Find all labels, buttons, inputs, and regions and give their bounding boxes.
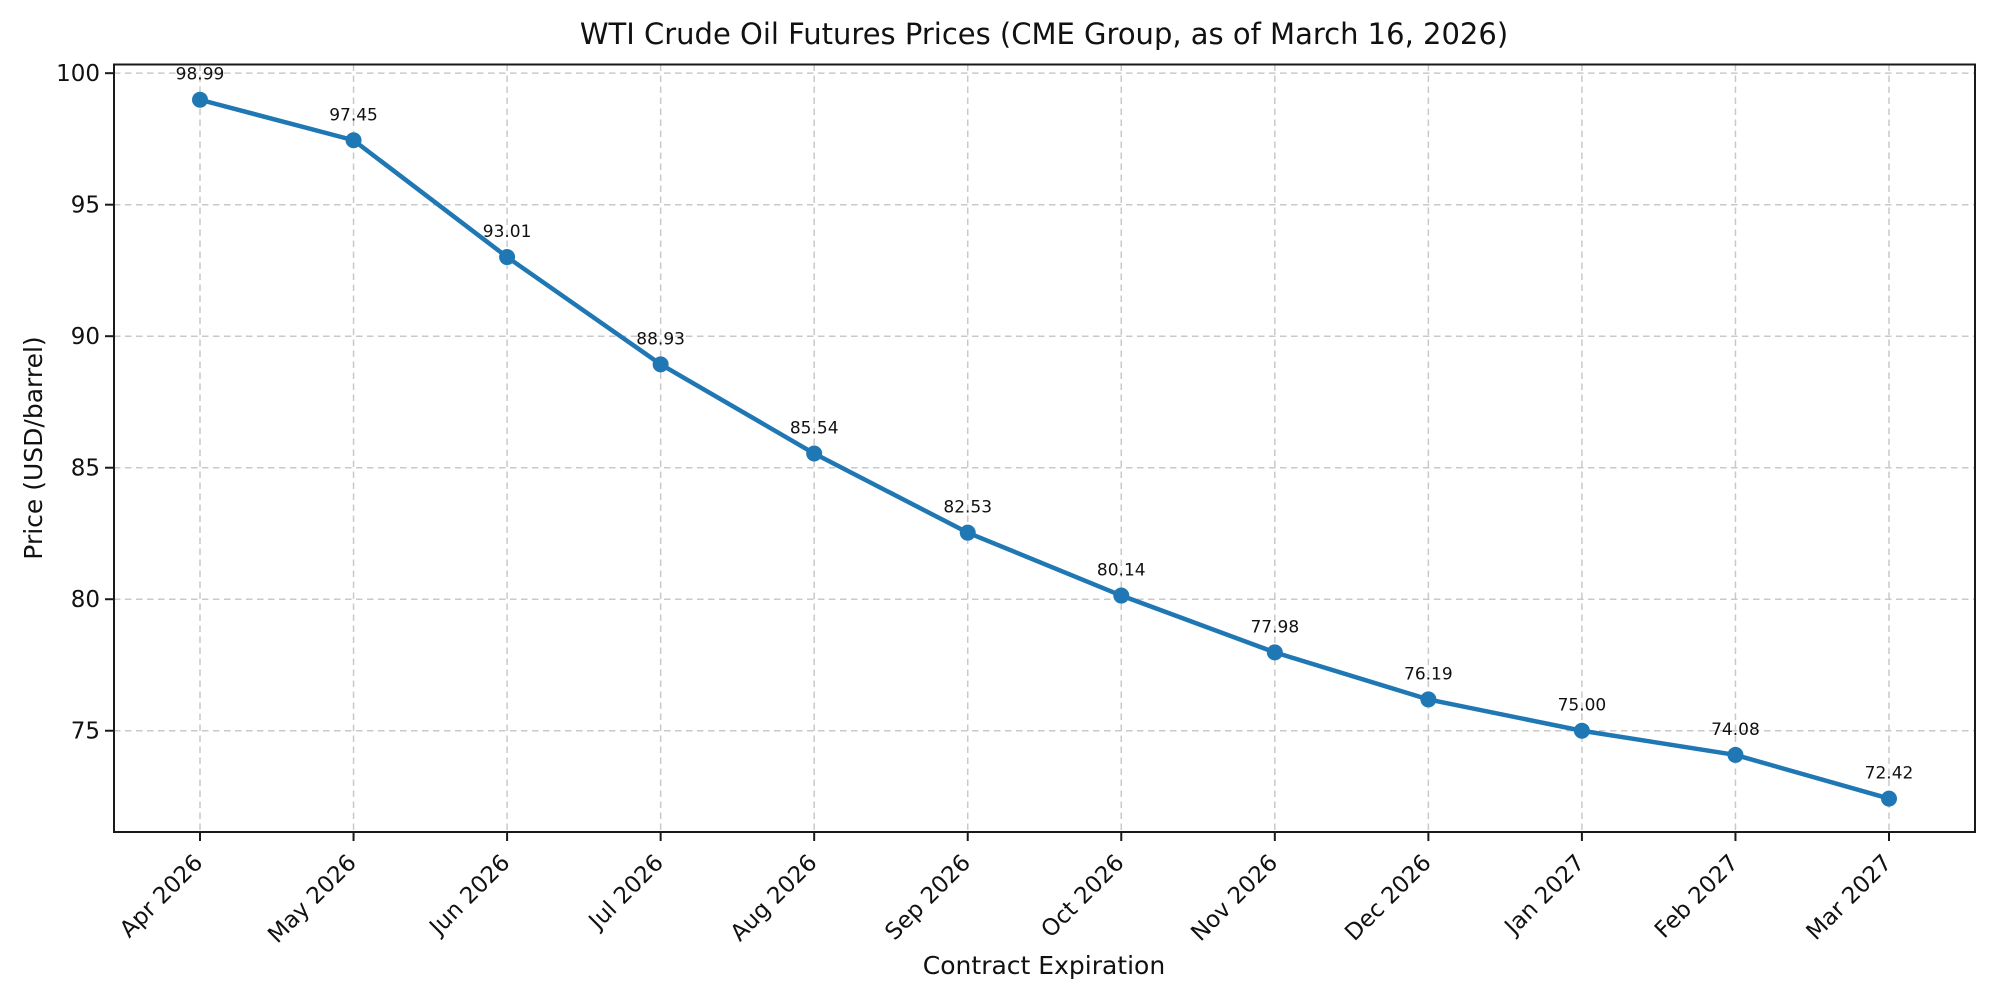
x-tick-label: Jun 2026 <box>424 850 516 942</box>
x-tick-label: Nov 2026 <box>1186 850 1283 947</box>
data-point-marker <box>652 356 669 373</box>
x-tick-label: Oct 2026 <box>1036 850 1129 943</box>
data-point-marker <box>345 132 362 149</box>
y-tick-label: 75 <box>71 719 100 745</box>
x-tick-label: Jul 2026 <box>583 850 669 936</box>
data-point-label: 97.45 <box>329 105 378 125</box>
data-point-label: 77.98 <box>1250 617 1299 637</box>
data-point-marker <box>1266 644 1283 661</box>
x-tick-label: Feb 2027 <box>1650 850 1744 944</box>
data-point-label: 85.54 <box>790 419 839 439</box>
data-point-label: 98.99 <box>176 65 225 85</box>
y-tick-label: 80 <box>71 587 100 613</box>
data-point-label: 74.08 <box>1711 720 1760 740</box>
data-point-marker <box>959 524 976 541</box>
data-point-marker <box>1420 691 1437 708</box>
y-tick-label: 100 <box>56 61 100 87</box>
data-point-marker <box>499 249 516 266</box>
x-tick-label: May 2026 <box>263 850 362 949</box>
chart-title: WTI Crude Oil Futures Prices (CME Group,… <box>580 17 1508 51</box>
plot-area: 75 80 85 90 95 100 Apr 2026 May 2026 Jun 2026 Jul… <box>56 61 1976 949</box>
data-point-label: 76.19 <box>1404 664 1453 684</box>
data-point-marker <box>1573 722 1590 739</box>
data-point-label: 82.53 <box>943 498 992 518</box>
x-tick-label: Sep 2026 <box>880 850 976 946</box>
data-point-label: 75.00 <box>1558 696 1607 716</box>
price-line <box>197 97 1892 801</box>
data-point-marker <box>1113 587 1130 604</box>
x-axis-title: Contract Expiration <box>923 951 1165 980</box>
data-point-marker <box>192 91 208 108</box>
y-tick-label: 95 <box>71 193 100 219</box>
y-tick-label: 90 <box>71 324 100 350</box>
x-tick-label: Dec 2026 <box>1340 850 1436 946</box>
x-tick-label: Jan 2027 <box>1499 850 1590 941</box>
data-point-label: 88.93 <box>636 329 685 349</box>
x-tick-label: Apr 2026 <box>115 850 208 943</box>
plot-frame <box>113 63 1976 833</box>
data-point-label: 93.01 <box>483 222 532 242</box>
data-point-label: 80.14 <box>1097 561 1146 581</box>
x-tick-label: Mar 2027 <box>1802 850 1898 946</box>
data-point-label: 72.42 <box>1865 764 1914 784</box>
x-tick-label: Aug 2026 <box>726 850 823 947</box>
data-point-marker <box>1727 746 1744 763</box>
data-point-marker <box>1881 790 1897 807</box>
y-axis-title: Price (USD/barrel) <box>19 336 48 559</box>
y-tick-label: 85 <box>71 456 100 482</box>
data-point-marker <box>806 445 823 462</box>
